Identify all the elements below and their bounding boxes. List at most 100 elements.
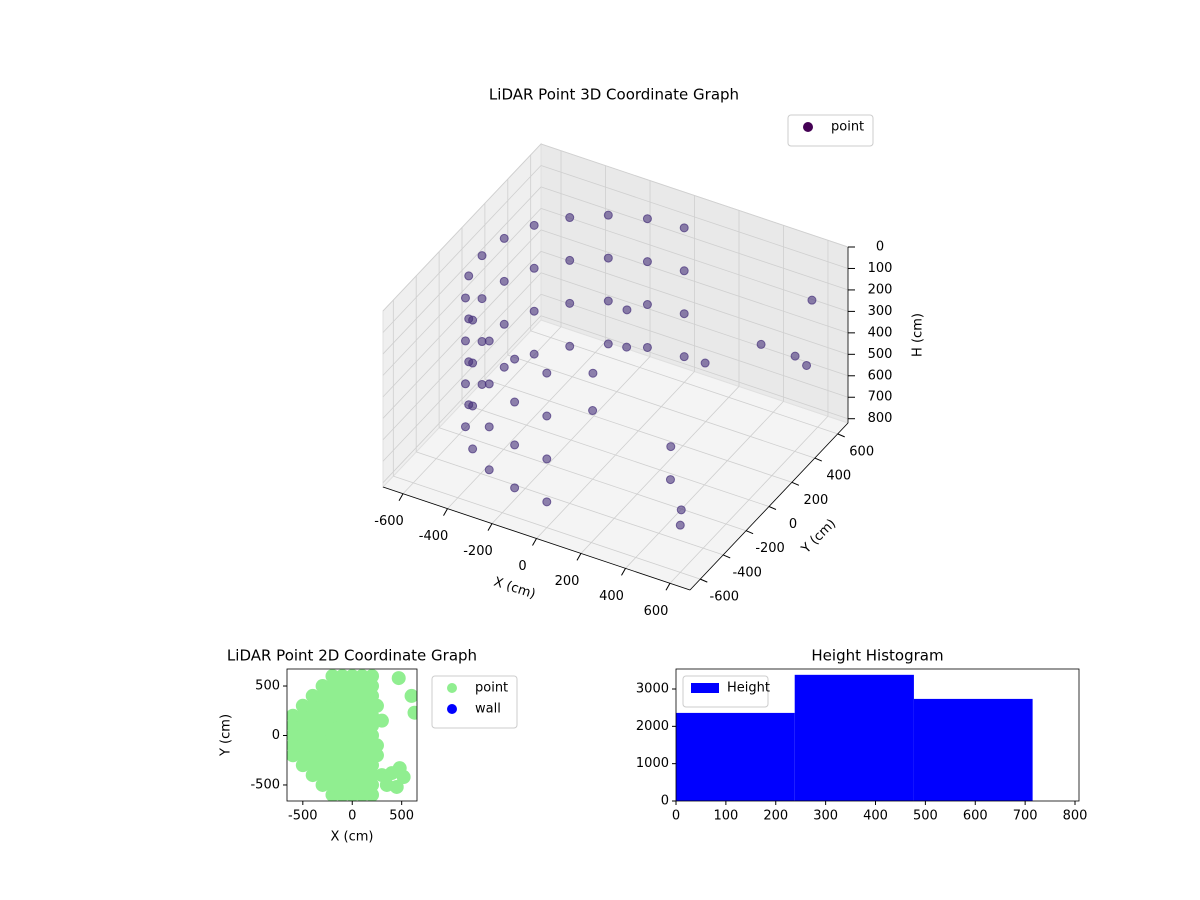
tick-mark	[700, 578, 708, 583]
point	[642, 214, 652, 224]
y-axis	[689, 422, 849, 591]
point	[790, 351, 800, 361]
point	[295, 728, 310, 743]
grid-line	[540, 250, 849, 355]
grid-line	[540, 143, 849, 248]
point	[287, 708, 300, 723]
grid-line	[382, 165, 542, 333]
tick-mark	[532, 538, 537, 546]
point	[315, 738, 330, 753]
y-tick-label: 0	[272, 728, 280, 743]
point	[345, 679, 360, 694]
grid-line	[540, 208, 849, 312]
point	[295, 718, 310, 733]
point	[365, 768, 380, 783]
point	[565, 298, 575, 308]
point	[565, 213, 575, 223]
x-axis-label: X (cm)	[331, 830, 374, 845]
point	[374, 768, 389, 783]
x-axis-label: X (cm)	[492, 575, 538, 603]
point	[355, 738, 370, 753]
point	[603, 210, 613, 220]
point	[565, 255, 575, 265]
point	[529, 220, 539, 230]
x-tick-label: 0	[518, 559, 526, 574]
point	[756, 339, 766, 349]
point	[355, 679, 370, 694]
legend-label: Height	[727, 681, 770, 696]
point	[325, 669, 340, 684]
point	[305, 728, 320, 743]
point	[315, 748, 330, 763]
point	[603, 253, 613, 263]
point	[603, 339, 613, 349]
grid-line	[393, 475, 701, 580]
y-tick-label: 0	[661, 794, 669, 809]
grid-line	[540, 229, 849, 334]
legend-marker	[447, 704, 457, 714]
point	[345, 738, 360, 753]
bar	[794, 674, 914, 801]
point	[295, 708, 310, 723]
point	[325, 718, 340, 733]
grid-line	[382, 208, 542, 376]
point	[335, 748, 350, 763]
point	[325, 728, 340, 743]
point	[642, 300, 652, 310]
chart-title: LiDAR Point 3D Coordinate Graph	[489, 86, 739, 104]
point	[335, 777, 350, 792]
bar	[913, 698, 1033, 801]
point	[665, 475, 675, 485]
point	[345, 708, 360, 723]
point	[315, 728, 330, 743]
point	[355, 718, 370, 733]
point	[499, 319, 509, 329]
point	[588, 368, 598, 378]
tick-mark	[443, 508, 448, 516]
point	[345, 748, 360, 763]
grid-line	[382, 315, 542, 483]
y-tick-label: 2000	[636, 719, 669, 734]
point	[335, 679, 350, 694]
point	[542, 411, 552, 421]
point	[305, 708, 320, 723]
grid-line	[382, 293, 542, 462]
point	[305, 738, 320, 753]
point	[542, 497, 552, 507]
legend-marker	[691, 683, 719, 693]
point	[396, 770, 411, 785]
z-axis-label: H (cm)	[911, 313, 926, 357]
grid-line	[507, 354, 815, 459]
point	[542, 454, 552, 464]
x-tick-label: 0	[348, 809, 356, 824]
point	[295, 698, 310, 713]
point	[679, 223, 689, 233]
x-tick-label: 400	[599, 589, 624, 604]
point	[315, 679, 330, 694]
grid-line	[461, 403, 770, 507]
tick-mark	[791, 481, 800, 486]
grid-line	[540, 293, 849, 398]
point	[666, 442, 676, 452]
x-tick-label: 200	[555, 574, 580, 589]
x-tick-label: -400	[419, 529, 449, 544]
point	[374, 713, 389, 728]
tick-mark	[745, 530, 754, 535]
point	[315, 708, 330, 723]
point	[679, 266, 689, 276]
point	[345, 758, 360, 773]
x-tick-label: 500	[389, 809, 414, 824]
point	[365, 669, 380, 684]
point	[542, 368, 552, 378]
x-tick-label: 100	[713, 809, 738, 824]
x-tick-label: 500	[913, 809, 938, 824]
point	[355, 698, 370, 713]
point	[345, 718, 360, 733]
y-tick-label: -600	[710, 590, 740, 605]
grid-line	[382, 229, 542, 398]
point	[295, 758, 310, 773]
point	[345, 728, 360, 743]
point	[642, 342, 652, 352]
point	[700, 358, 710, 368]
tick-mark	[723, 554, 731, 559]
